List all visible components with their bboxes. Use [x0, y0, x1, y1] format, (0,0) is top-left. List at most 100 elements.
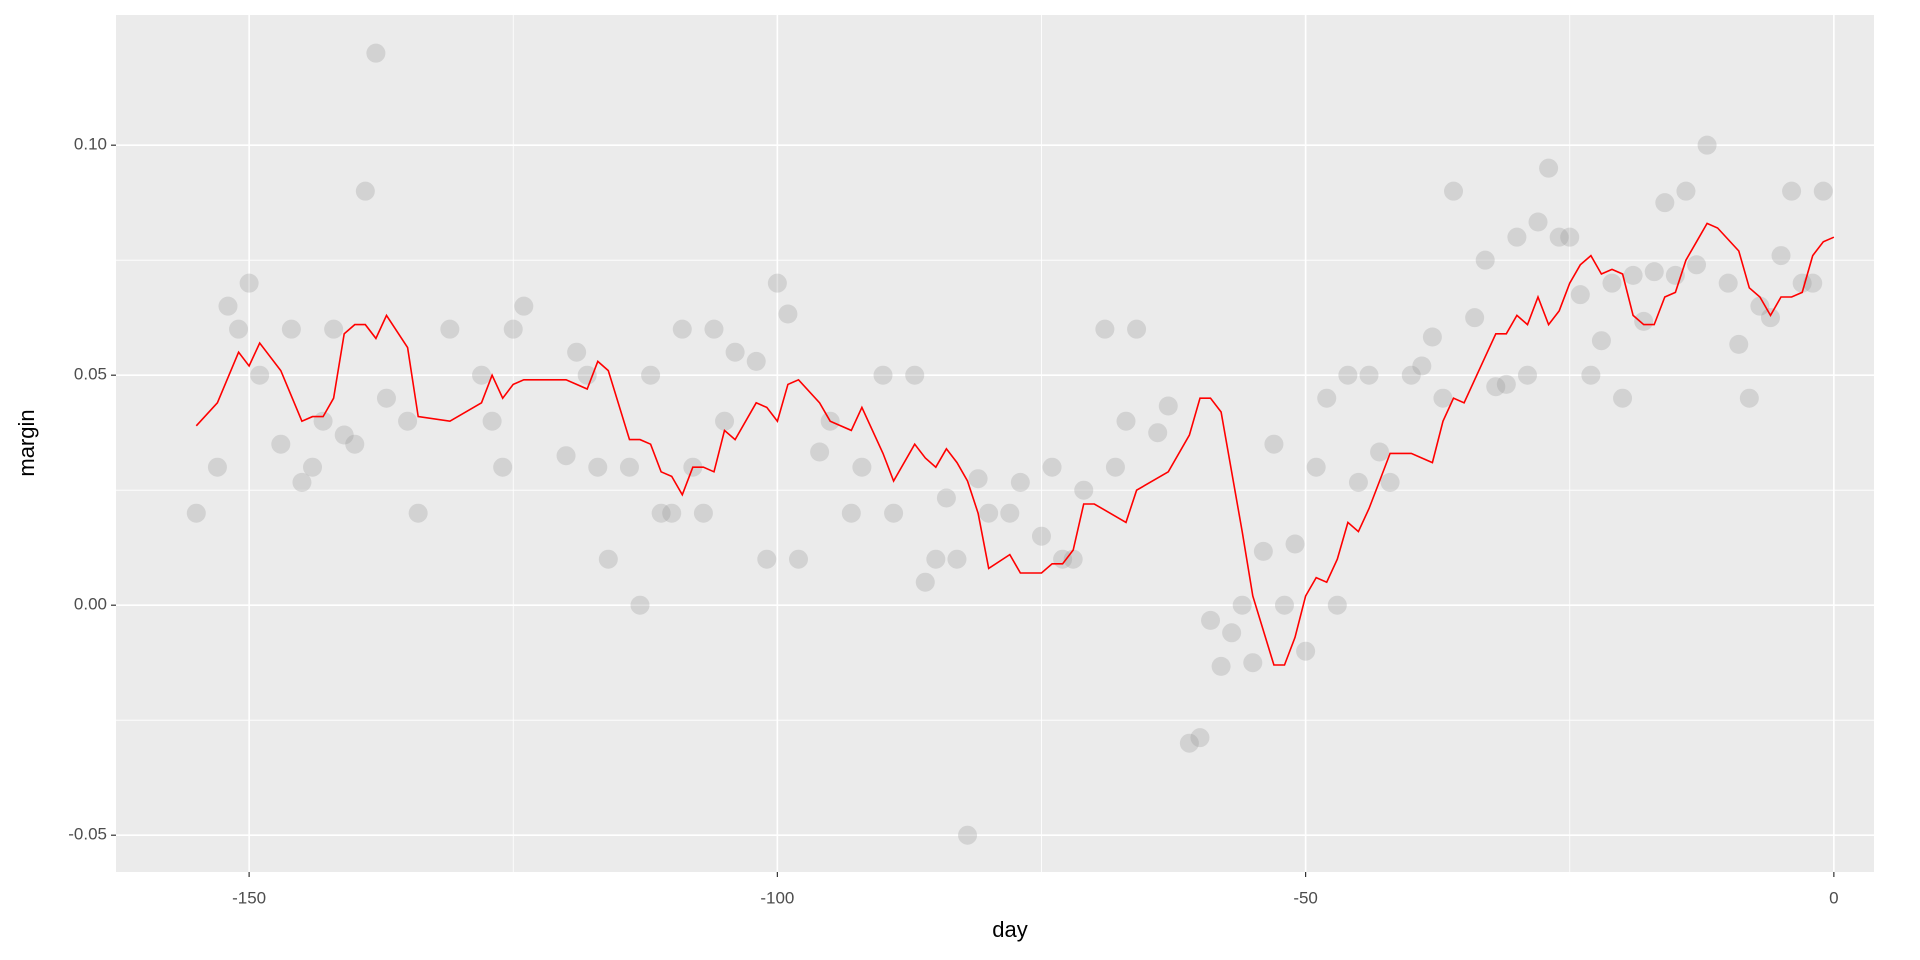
point: [968, 469, 988, 489]
point: [1306, 457, 1326, 477]
point: [746, 351, 766, 371]
point: [250, 365, 270, 385]
point: [693, 503, 713, 523]
point: [1158, 396, 1178, 416]
point: [651, 503, 671, 523]
point: [1496, 374, 1516, 394]
point: [186, 503, 206, 523]
point: [1433, 388, 1453, 408]
point: [1644, 262, 1664, 282]
point: [366, 43, 386, 63]
point: [715, 411, 735, 431]
point: [767, 273, 787, 293]
point: [440, 319, 460, 339]
point: [1739, 388, 1759, 408]
point: [1560, 227, 1580, 247]
point: [630, 595, 650, 615]
point: [1613, 388, 1633, 408]
point: [1000, 503, 1020, 523]
point: [704, 319, 724, 339]
point: [281, 319, 301, 339]
point: [313, 411, 333, 431]
point: [619, 457, 639, 477]
x-tick-label: -100: [760, 888, 794, 907]
point: [1232, 595, 1252, 615]
point: [788, 549, 808, 569]
point: [1718, 273, 1738, 293]
point: [1127, 319, 1147, 339]
x-tick-label: -150: [232, 888, 266, 907]
point: [556, 446, 576, 466]
point: [1201, 610, 1221, 630]
point: [1264, 434, 1284, 454]
point: [778, 304, 798, 324]
point: [1327, 595, 1347, 615]
y-axis-title: margin: [14, 409, 39, 476]
point: [1729, 334, 1749, 354]
point: [1687, 255, 1707, 275]
point: [376, 388, 396, 408]
point: [1338, 365, 1358, 385]
point: [936, 488, 956, 508]
point: [1591, 331, 1611, 351]
point: [229, 319, 249, 339]
point: [1380, 472, 1400, 492]
point: [324, 319, 344, 339]
point: [958, 825, 978, 845]
point: [1412, 356, 1432, 376]
point: [1370, 442, 1390, 462]
point: [1116, 411, 1136, 431]
point: [1211, 656, 1231, 676]
point: [1634, 311, 1654, 331]
point: [1771, 246, 1791, 266]
point: [1507, 227, 1527, 247]
point: [334, 425, 354, 445]
point: [1528, 212, 1548, 232]
point: [1222, 623, 1242, 643]
point: [514, 296, 534, 316]
point: [662, 503, 682, 523]
point: [1190, 728, 1210, 748]
point: [810, 442, 830, 462]
point: [345, 434, 365, 454]
point: [1581, 365, 1601, 385]
point: [1655, 193, 1675, 213]
point: [926, 549, 946, 569]
x-tick-label: 0: [1829, 888, 1838, 907]
point: [1750, 296, 1770, 316]
point: [1010, 472, 1030, 492]
point: [271, 434, 291, 454]
point: [1095, 319, 1115, 339]
y-tick-label: 0.00: [74, 595, 107, 614]
point: [1465, 308, 1485, 328]
point: [672, 319, 692, 339]
point: [1285, 534, 1305, 554]
point: [1359, 365, 1379, 385]
point: [841, 503, 861, 523]
point: [1760, 308, 1780, 328]
point: [884, 503, 904, 523]
point: [577, 365, 597, 385]
point: [1813, 181, 1833, 201]
point: [1475, 250, 1495, 270]
point: [207, 457, 227, 477]
point: [588, 457, 608, 477]
line: [195, 222, 1835, 666]
point: [1517, 365, 1537, 385]
point: [1570, 285, 1590, 305]
point: [292, 472, 312, 492]
point: [1623, 265, 1643, 285]
point: [1031, 526, 1051, 546]
point: [355, 181, 375, 201]
point: [1074, 480, 1094, 500]
point: [1401, 365, 1421, 385]
x-axis-title: day: [992, 917, 1027, 942]
point: [472, 365, 492, 385]
point: [1105, 457, 1125, 477]
y-tick-label: -0.05: [68, 825, 107, 844]
point: [1274, 595, 1294, 615]
point: [1148, 423, 1168, 443]
point: [482, 411, 502, 431]
point: [1179, 733, 1199, 753]
